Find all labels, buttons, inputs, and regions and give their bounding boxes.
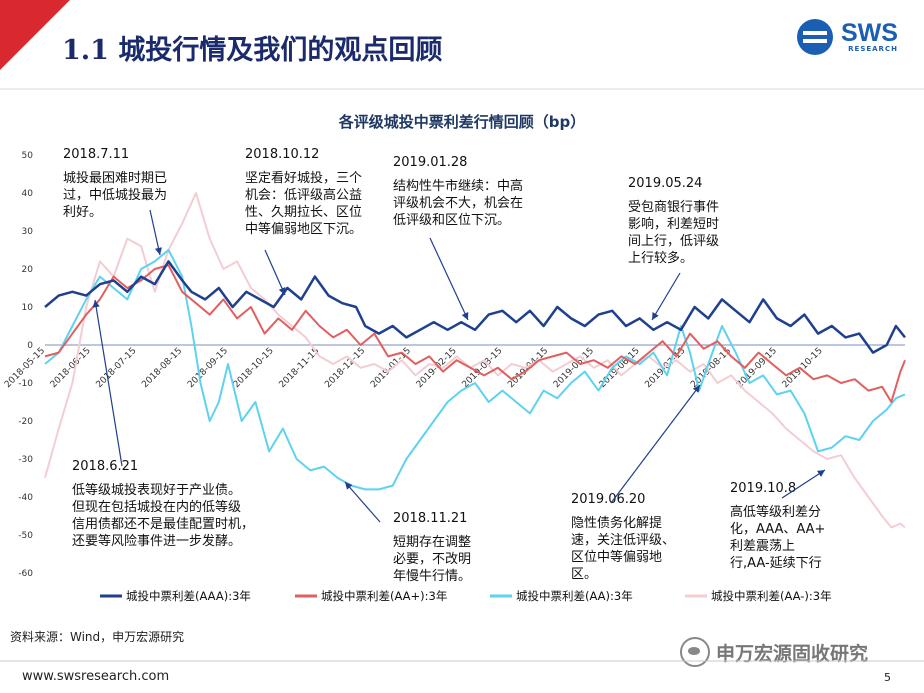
- annotation-text: 年慢牛行情。: [393, 568, 471, 584]
- annotation-text: 但现在包括城投在内的低等级: [72, 499, 241, 515]
- annotation-text: 中等偏弱地区下沉。: [245, 221, 362, 237]
- x-tick-label: 2019-09-15: [735, 346, 779, 390]
- annotation-arrow: [651, 272, 681, 321]
- y-tick-label: 20: [22, 265, 34, 275]
- x-tick-label: 2019-06-15: [598, 346, 642, 390]
- annotation-text: 过，中低城投最为: [63, 187, 167, 203]
- annotation-text: 利好。: [63, 205, 102, 220]
- annotation-text: 高低等级利差分: [730, 504, 821, 520]
- annotation-date: 2019.06.20: [571, 492, 645, 507]
- y-tick-label: 40: [22, 189, 34, 199]
- annotation-text: 化，AAA、AA+: [730, 522, 825, 537]
- annotation-text: 速，关注低评级、: [571, 533, 675, 548]
- wechat-watermark: 申万宏源固收研究: [680, 637, 868, 667]
- wechat-account: 申万宏源固收研究: [716, 642, 869, 665]
- annotation-text: 行,AA-延续下行: [730, 556, 822, 571]
- y-tick-label: -60: [18, 569, 33, 579]
- annotation-date: 2018.11.21: [393, 511, 467, 526]
- annotation-text: 必要，不改明: [393, 552, 471, 567]
- annotation-date: 2018.6.21: [72, 459, 138, 474]
- annotation-text: 受包商银行事件: [628, 200, 719, 215]
- page-title: 1.1 城投行情及我们的观点回顾: [62, 35, 443, 66]
- series-line-3: [44, 192, 906, 529]
- source-note: 资料来源：Wind，申万宏源研究: [10, 630, 185, 644]
- annotation-date: 2019.01.28: [393, 155, 467, 170]
- annotation-text: 还要等风险事件进一步发酵。: [72, 533, 241, 549]
- annotation-text: 城投最困难时期已: [63, 170, 167, 186]
- y-tick-label: 0: [27, 341, 33, 351]
- y-tick-label: -10: [18, 379, 33, 389]
- series-line-2: [44, 249, 906, 491]
- annotation-text: 区。: [571, 567, 597, 582]
- y-tick-label: -20: [18, 417, 33, 427]
- logo-text: SWS: [841, 19, 898, 47]
- annotation-arrow: [344, 481, 381, 523]
- annotation-text: 评级机会不大，机会在: [393, 196, 523, 211]
- annotation-date: 2018.7.11: [63, 147, 129, 162]
- series-line-1: [44, 264, 906, 403]
- annotation-text: 短期存在调整: [393, 535, 471, 550]
- annotation-arrow: [92, 299, 123, 467]
- annotation-date: 2018.10.12: [245, 147, 319, 162]
- sws-logo: SWS RESEARCH: [795, 17, 898, 57]
- sws-logo-icon: [797, 19, 833, 55]
- x-tick-label: 2019-02-15: [415, 346, 459, 390]
- x-tick-label: 2018-08-15: [140, 346, 184, 390]
- logo-subtext: RESEARCH: [848, 45, 898, 53]
- annotation-date: 2019.05.24: [628, 176, 702, 191]
- chart-title: 各评级城投中票利差行情回顾（bp）: [338, 113, 586, 131]
- annotation-text: 利差震荡上: [730, 539, 795, 554]
- annotation-text: 低等级城投表现好于产业债。: [72, 482, 241, 498]
- annotation-arrow: [781, 469, 826, 499]
- annotation-arrow: [264, 249, 286, 296]
- annotation-text: 低评级和区位下沉。: [393, 213, 510, 228]
- annotation-text: 上行较多。: [628, 250, 693, 266]
- y-tick-label: -50: [18, 531, 33, 541]
- series-line-0: [44, 260, 906, 354]
- wechat-icon: [680, 637, 710, 667]
- annotation-text: 机会：低评级高公益: [245, 187, 362, 203]
- annotation-text: 间上行，低评级: [628, 234, 719, 249]
- legend-label: 城投中票利差(AA+):3年: [321, 589, 447, 603]
- y-tick-label: 30: [22, 227, 34, 237]
- page-number: 5: [884, 671, 891, 684]
- y-tick-label: 50: [22, 151, 34, 161]
- x-tick-label: 2018-11-15: [278, 346, 322, 390]
- red-corner-band: [0, 0, 70, 70]
- annotation-date: 2019.10.8: [730, 481, 796, 496]
- annotation-text: 性、久期拉长、区位: [245, 205, 362, 220]
- annotation-text: 结构性牛市继续：中高: [393, 178, 523, 194]
- annotation-text: 影响，利差短时: [628, 216, 719, 232]
- legend-label: 城投中票利差(AAA):3年: [126, 589, 251, 603]
- x-tick-label: 2019-10-15: [781, 346, 825, 390]
- annotation-arrow: [149, 209, 162, 256]
- header-decoration: [0, 0, 924, 90]
- legend-label: 城投中票利差(AA-):3年: [711, 589, 832, 603]
- legend-label: 城投中票利差(AA):3年: [516, 589, 633, 603]
- footer-url[interactable]: www.swsresearch.com: [22, 669, 170, 684]
- x-tick-label: 2018-10-15: [232, 346, 276, 390]
- y-tick-label: -30: [18, 455, 33, 465]
- annotation-text: 信用债都还不是最佳配置时机，: [72, 517, 254, 532]
- x-tick-label: 2018-07-15: [95, 346, 139, 390]
- annotation-arrow: [429, 237, 469, 321]
- annotation-arrow: [610, 384, 701, 504]
- annotation-text: 坚定看好城投，三个: [245, 170, 362, 186]
- annotation-text: 隐性债务化解提: [571, 515, 662, 531]
- y-tick-label: 10: [22, 303, 34, 313]
- y-tick-label: -40: [18, 493, 33, 503]
- annotation-text: 区位中等偏弱地: [571, 549, 662, 565]
